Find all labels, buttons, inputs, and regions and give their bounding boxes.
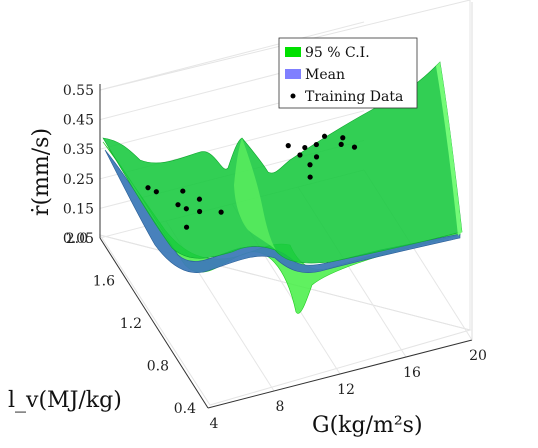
x-tick-label-3: 16 — [403, 365, 421, 381]
y-tick-label-4: 2.0 — [66, 231, 88, 247]
z-tick-label-5: 0.55 — [63, 83, 94, 99]
surfaces — [102, 61, 463, 314]
legend-swatch-mean — [285, 69, 301, 79]
legend-label-ci: 95 % C.I. — [305, 45, 370, 61]
training-point-13 — [313, 154, 320, 160]
training-point-14 — [313, 141, 319, 148]
z-tick-label-4: 0.45 — [63, 113, 94, 129]
legend-swatch-ci — [285, 47, 301, 57]
x-tick-label-2: 12 — [337, 382, 355, 398]
y-tick-label-2: 1.2 — [120, 316, 142, 332]
z-tick-label-2: 0.25 — [63, 172, 94, 188]
x-tick-label-1: 8 — [276, 399, 285, 415]
training-point-4 — [180, 188, 186, 194]
training-point-10 — [297, 152, 303, 158]
y-tick-label-3: 1.6 — [93, 274, 115, 290]
y-axis-line — [99, 237, 209, 409]
ci-front-fold — [234, 138, 276, 250]
training-point-3 — [183, 206, 189, 212]
training-point-8 — [218, 209, 224, 215]
z-tick-label-3: 0.35 — [63, 142, 94, 158]
training-point-9 — [285, 143, 291, 149]
legend-marker-training — [290, 93, 296, 99]
gridline-z-5 — [99, 21, 365, 91]
training-point-19 — [307, 174, 313, 180]
legend-box — [278, 37, 418, 109]
mean-surface — [104, 149, 461, 274]
tick-labels: 0.05 0.15 0.25 0.35 0.45 0.55 0.4 0.8 1.2 1.6 2.0 4… — [63, 83, 487, 432]
x-tick-label-0: 4 — [210, 416, 219, 432]
ci-right-edge — [436, 62, 462, 236]
legend-label-training: Training Data — [305, 89, 403, 105]
x-tick-label-4: 20 — [469, 348, 487, 364]
training-point-11 — [307, 162, 313, 168]
legend-label-mean: Mean — [305, 67, 345, 83]
z-axis-label: ṙ(mm/s) — [29, 128, 54, 216]
training-point-18 — [351, 144, 358, 150]
y-tick-label-1: 0.8 — [147, 359, 169, 375]
training-points — [145, 133, 358, 230]
y-tick-label-0: 0.4 — [174, 401, 196, 417]
x-axis-line — [207, 339, 473, 409]
floor-panel — [98, 234, 472, 406]
training-point-2 — [175, 202, 181, 208]
y-axis-label: l_v(MJ/kg) — [8, 388, 122, 413]
training-point-0 — [145, 185, 151, 191]
z-tick-label-0: 0.05 — [63, 231, 94, 247]
training-point-17 — [340, 135, 346, 141]
ci-upper-surface — [102, 61, 463, 264]
training-point-1 — [153, 189, 159, 195]
legend: 95 % C.I. Mean Training Data — [278, 37, 418, 109]
training-point-12 — [302, 144, 308, 151]
training-point-6 — [196, 196, 203, 202]
training-point-7 — [183, 224, 190, 230]
training-point-16 — [338, 141, 344, 147]
x-axis-label: G(kg/m²s) — [312, 413, 423, 438]
z-tick-label-1: 0.15 — [63, 201, 94, 217]
training-point-5 — [197, 208, 203, 215]
axes — [99, 2, 473, 409]
training-point-15 — [321, 133, 328, 139]
